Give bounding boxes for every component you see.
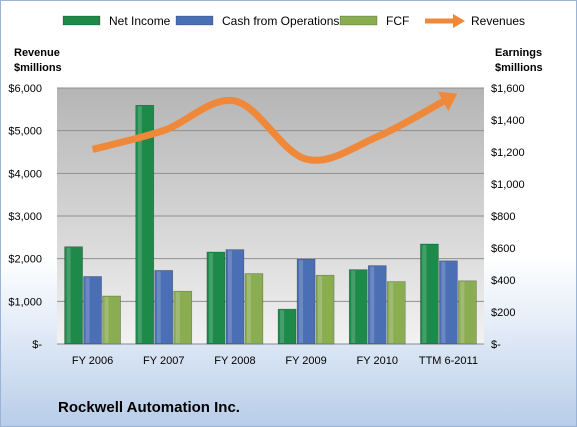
right-axis-unit: $millions <box>495 62 543 74</box>
legend-swatch-fcf <box>339 15 378 26</box>
x-tick-label: TTM 6-2011 <box>419 355 478 367</box>
right-axis-title: Earnings <box>495 47 542 59</box>
bar-net-income <box>135 104 155 345</box>
bar-net-income <box>64 246 83 345</box>
legend-label-net-income: Net Income <box>109 14 171 28</box>
legend-label-cash-from-operations: Cash from Operations <box>222 14 339 28</box>
legend-arrow-revenues <box>453 14 465 28</box>
left-tick-label: $5,000 <box>8 126 42 138</box>
bar-highlight <box>460 281 465 343</box>
left-axis-title: Revenue <box>14 47 60 59</box>
bar-highlight <box>156 271 161 343</box>
x-tick-label: FY 2008 <box>214 355 255 367</box>
bar-highlight <box>389 282 394 343</box>
right-tick-label: $1,400 <box>491 115 525 127</box>
right-tick-label: $1,000 <box>491 179 525 191</box>
bar-cash-from-operations <box>83 276 102 345</box>
legend-swatch-cash-from-operations <box>175 15 214 26</box>
line-revenues <box>91 95 451 164</box>
bar-highlight <box>280 310 285 343</box>
bar-highlight <box>299 260 304 343</box>
bar-highlight <box>422 245 427 343</box>
bar-highlight <box>318 276 323 343</box>
bar-fcf <box>315 274 335 345</box>
x-tick-label: FY 2010 <box>357 355 398 367</box>
x-tick-label: FY 2009 <box>285 355 326 367</box>
left-tick-label: $3,000 <box>8 211 42 223</box>
bar-cash-from-operations <box>154 270 174 345</box>
right-tick-label: $200 <box>491 307 515 319</box>
bar-net-income <box>206 251 226 345</box>
bar-highlight <box>175 292 180 343</box>
right-tick-label: $800 <box>491 211 515 223</box>
left-tick-label: $1,000 <box>8 296 42 308</box>
bar-highlight <box>66 247 71 343</box>
legend-label-fcf: FCF <box>386 14 409 28</box>
right-tick-label: $1,200 <box>491 147 525 159</box>
bar-highlight <box>246 274 251 343</box>
left-tick-label: $6,000 <box>8 83 42 95</box>
bar-highlight <box>137 106 142 343</box>
line-revenues-arrowhead <box>437 91 458 111</box>
bar-fcf <box>244 273 264 345</box>
right-tick-label: $600 <box>491 243 515 255</box>
x-tick-label: FY 2006 <box>72 355 113 367</box>
right-tick-label: $- <box>491 339 501 351</box>
bar-fcf <box>458 280 477 345</box>
left-axis: $- $1,000 $2,000 $3,000 $4,000 $5,000 $6,000 <box>8 83 42 351</box>
bar-fcf <box>173 290 193 345</box>
bar-cash-from-operations <box>439 260 458 345</box>
bar-net-income <box>348 269 368 345</box>
bar-fcf <box>386 281 406 345</box>
bar-cash-from-operations <box>296 258 316 345</box>
bar-highlight <box>208 253 213 343</box>
bar-highlight <box>370 266 375 343</box>
legend-label-revenues: Revenues <box>471 14 525 28</box>
bar-cash-from-operations <box>367 265 387 345</box>
right-axis: $- $200 $400 $600 $800 $1,000 $1,200 $1,400 $1,6… <box>491 83 525 351</box>
bar-highlight <box>441 261 446 343</box>
bar-highlight <box>104 297 109 343</box>
bar-cash-from-operations <box>225 249 245 345</box>
legend-swatch-net-income <box>62 15 101 26</box>
left-tick-label: $- <box>32 339 42 351</box>
company-name: Rockwell Automation Inc. <box>58 399 240 416</box>
left-tick-label: $2,000 <box>8 254 42 266</box>
bar-net-income <box>277 308 297 345</box>
bar-highlight <box>85 277 90 343</box>
right-tick-label: $1,600 <box>491 83 525 95</box>
legend: Net Income Cash from Operations FCF Revenue… <box>62 14 525 28</box>
bar-highlight <box>227 250 232 343</box>
bar-highlight <box>351 270 356 343</box>
bar-fcf <box>102 295 121 345</box>
x-tick-label: FY 2007 <box>143 355 184 367</box>
x-axis: FY 2006 FY 2007 FY 2008 FY 2009 FY 2010 TTM 6… <box>72 355 478 367</box>
left-tick-label: $4,000 <box>8 168 42 180</box>
right-tick-label: $400 <box>491 275 515 287</box>
bar-net-income <box>420 243 439 345</box>
left-axis-unit: $millions <box>14 62 62 74</box>
